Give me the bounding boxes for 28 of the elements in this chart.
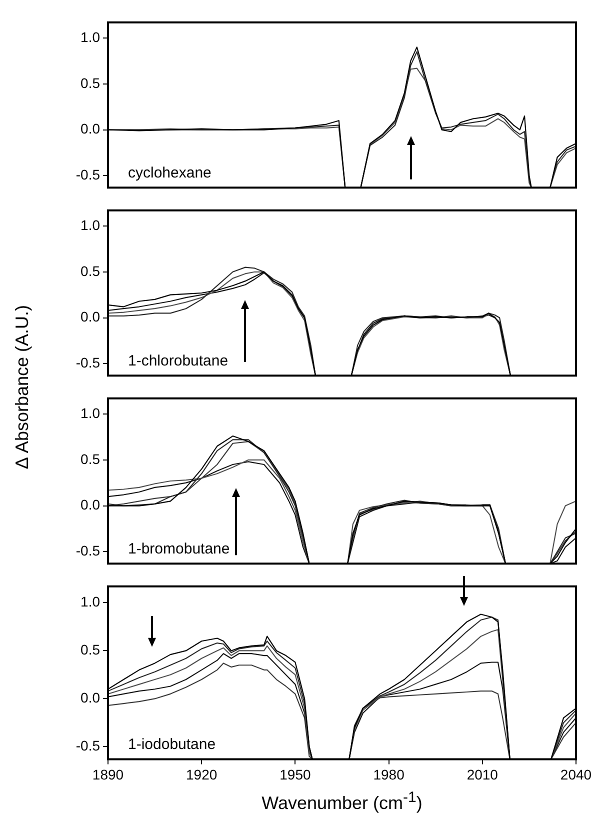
annotation: cyclohexane <box>128 164 212 182</box>
y-tick-label: -0.5 <box>76 166 100 183</box>
y-tick-label: 0.5 <box>80 642 100 658</box>
x-tick-label: 2040 <box>560 766 592 782</box>
x-tick-label: 1950 <box>280 766 311 782</box>
y-tick-label: -0.5 <box>76 738 100 754</box>
y-tick-label: 0.5 <box>80 74 100 91</box>
y-axis-title: Δ Absorbance (A.U.) <box>12 304 33 470</box>
x-tick-label: 2010 <box>466 766 498 782</box>
annotation: 1-chlorobutane <box>128 352 228 370</box>
annotation: 1-bromobutane <box>128 540 230 558</box>
y-tick-label: 1.0 <box>80 404 100 421</box>
y-tick-label: 0.0 <box>80 690 100 706</box>
y-tick-label: 0.5 <box>80 450 100 467</box>
y-tick-label: 0.0 <box>80 308 100 325</box>
x-tick-label: 1890 <box>92 766 124 782</box>
y-tick-label: 0.0 <box>80 496 100 513</box>
x-axis-title: Wavenumber (cm$^{-1}$) <box>260 788 424 814</box>
y-tick-label: 0.5 <box>80 262 100 279</box>
annotation: 1-iodobutane <box>128 736 216 754</box>
x-tick-label: 1980 <box>373 766 405 782</box>
y-tick-label: -0.5 <box>76 354 100 371</box>
y-tick-label: 1.0 <box>80 594 100 610</box>
y-tick-label: 1.0 <box>80 216 100 233</box>
x-tick-label: 1920 <box>186 766 218 782</box>
y-tick-label: -0.5 <box>76 542 100 559</box>
y-tick-label: 0.0 <box>80 120 100 137</box>
y-tick-label: 1.0 <box>80 28 100 45</box>
